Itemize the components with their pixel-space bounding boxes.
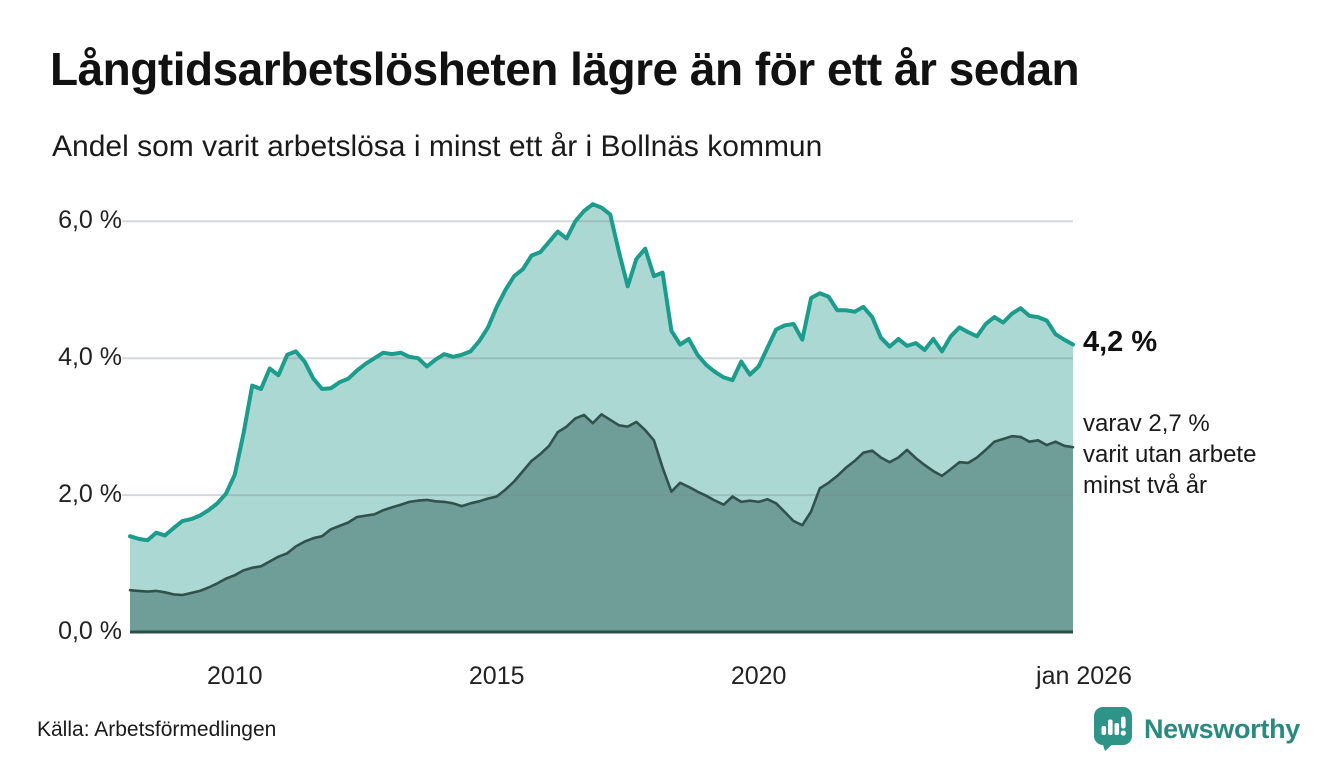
x-axis-tick-label: 2020	[730, 662, 787, 690]
sublabel-line-2: varit utan arbete	[1083, 441, 1257, 469]
series-area-1	[130, 414, 1073, 632]
y-axis-tick-label: 0,0 %	[58, 617, 122, 645]
y-axis-tick-label: 6,0 %	[58, 206, 122, 235]
end-value-sublabel: varav 2,7 % varit utan arbete minst två …	[1083, 408, 1256, 502]
bar-chart-speech-bubble-icon	[1093, 707, 1132, 751]
x-axis-tick-label: 2010	[206, 662, 263, 690]
series-line-0	[128, 202, 1075, 543]
chart-subtitle: Andel som varit arbetslösa i minst ett å…	[52, 130, 823, 163]
source-label: Källa: Arbetsförmedlingen	[37, 718, 277, 741]
y-axis-tick-label: 2,0 %	[58, 480, 122, 509]
newsworthy-logo: Newsworthy	[1093, 706, 1300, 752]
x-axis-tick-label: 2015	[468, 662, 525, 690]
series-line-1	[128, 413, 1075, 597]
sublabel-line-1: varav 2,7 %	[1083, 410, 1210, 437]
chart-title: Långtidsarbetslösheten lägre än för ett …	[50, 43, 1080, 95]
y-axis-tick-label: 4,0 %	[58, 343, 122, 372]
newsworthy-logo-text: Newsworthy	[1143, 713, 1300, 744]
sublabel-line-3: minst två år	[1083, 472, 1208, 500]
x-axis-tick-label: jan 2026	[1036, 662, 1132, 690]
end-value-label: 4,2 %	[1083, 326, 1158, 358]
